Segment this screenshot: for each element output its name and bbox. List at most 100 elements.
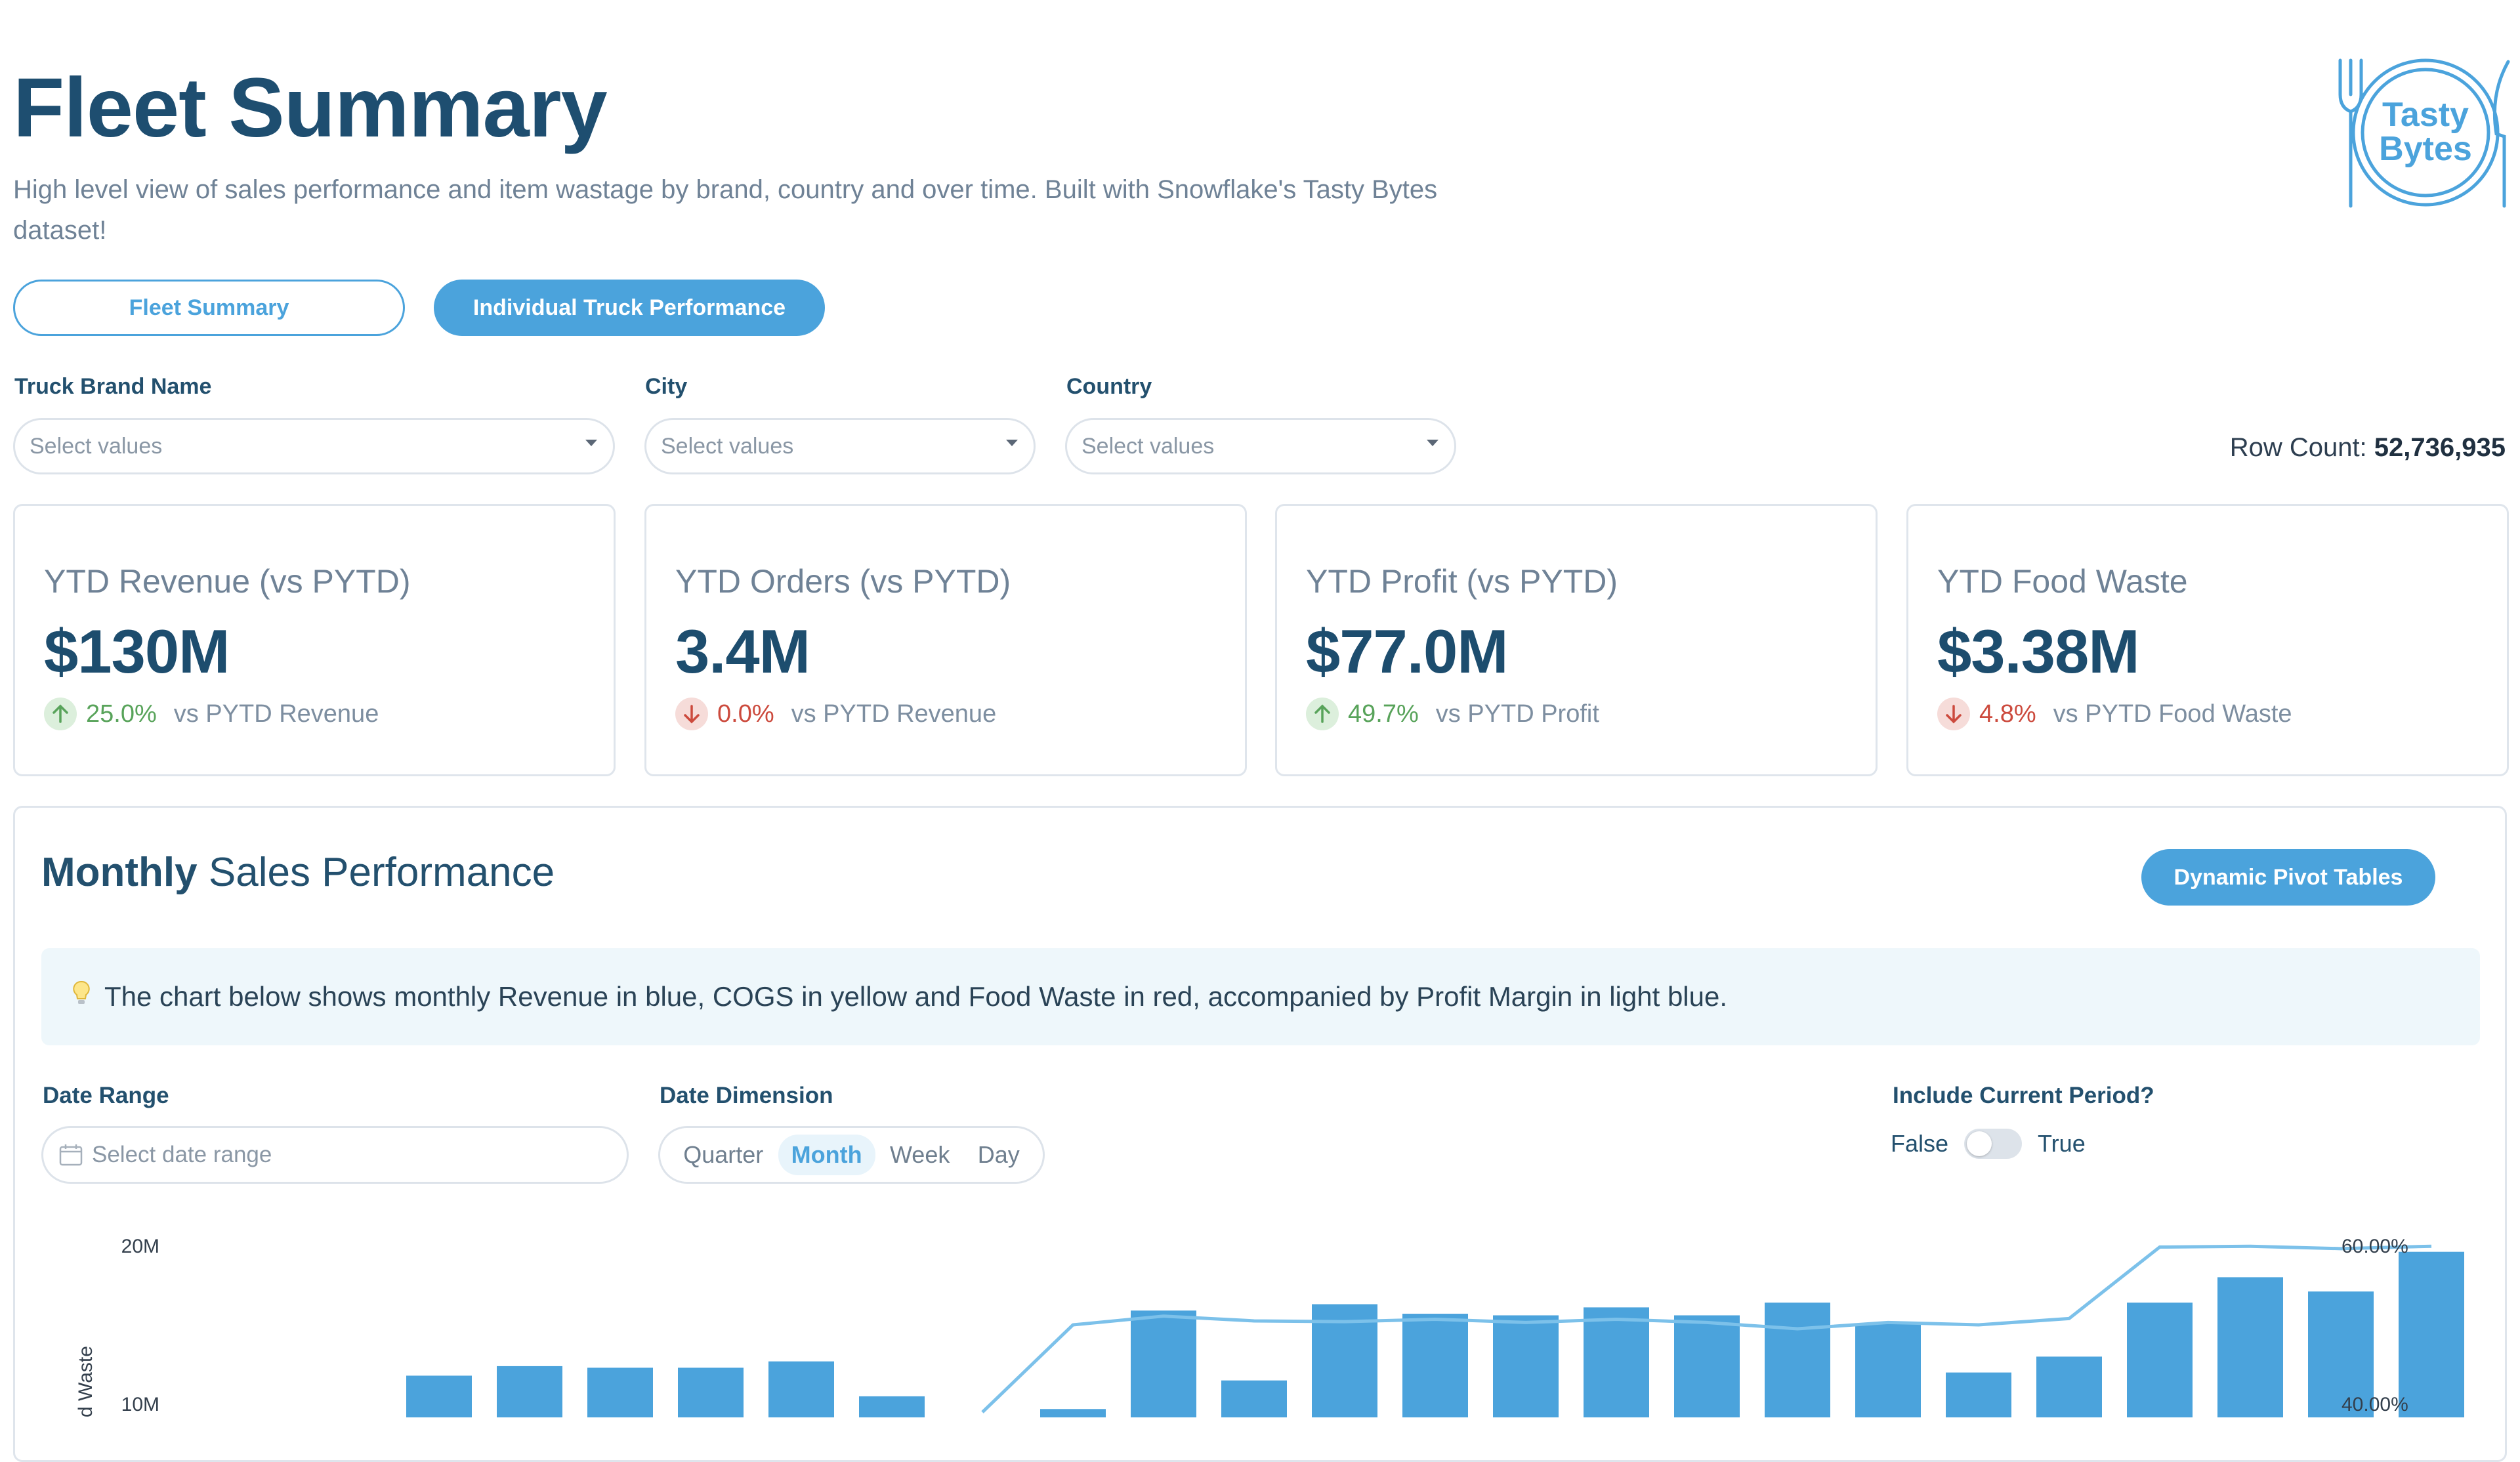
revenue-bar [2036, 1356, 2102, 1417]
kpi-label: YTD Food Waste [1937, 563, 2188, 600]
include-current-toggle[interactable] [1964, 1129, 2023, 1159]
kpi-card-food-waste: YTD Food Waste $3.38M 4.8% vs PYTD Food … [1906, 504, 2509, 776]
info-text: The chart below shows monthly Revenue in… [104, 981, 1728, 1012]
revenue-bar [1946, 1372, 2011, 1417]
revenue-bar [2308, 1291, 2374, 1417]
arrow-up-icon [44, 698, 77, 730]
kpi-delta-caption: vs PYTD Revenue [173, 700, 379, 728]
revenue-bar [1493, 1315, 1559, 1417]
kpi-card-profit: YTD Profit (vs PYTD) $77.0M 49.7% vs PYT… [1275, 504, 1878, 776]
info-callout: The chart below shows monthly Revenue in… [41, 948, 2480, 1045]
logo-text-line1: Tasty [2382, 96, 2469, 134]
city-label: City [645, 374, 688, 399]
y-left-tick: 10M [121, 1394, 159, 1415]
truck-brand-label: Truck Brand Name [14, 374, 212, 399]
individual-truck-performance-button[interactable]: Individual Truck Performance [434, 280, 825, 336]
revenue-bar [1221, 1380, 1287, 1417]
date-dimension-label: Date Dimension [660, 1083, 833, 1108]
segment-day[interactable]: Day [977, 1141, 1020, 1168]
lightbulb-icon [73, 980, 90, 1013]
kpi-delta: 0.0% vs PYTD Revenue [675, 698, 996, 730]
toggle-true-label: True [2038, 1130, 2086, 1157]
row-count-value: 52,736,935 [2374, 433, 2506, 462]
revenue-bar [1402, 1314, 1468, 1417]
chevron-down-icon [585, 440, 597, 446]
kpi-value: $77.0M [1306, 617, 1509, 686]
arrow-down-icon [1937, 698, 1970, 730]
include-current-label: Include Current Period? [1893, 1083, 2154, 1108]
date-range-input[interactable]: Select date range [41, 1126, 629, 1184]
kpi-card-orders: YTD Orders (vs PYTD) 3.4M 0.0% vs PYTD R… [644, 504, 1247, 776]
date-dimension-segmented: Quarter Month Week Day [658, 1126, 1045, 1184]
revenue-bar [587, 1368, 653, 1417]
section-title: Monthly Sales Performance [41, 849, 555, 896]
country-label: Country [1066, 374, 1152, 399]
revenue-bar [1584, 1307, 1649, 1417]
revenue-bar [406, 1375, 472, 1417]
truck-brand-select[interactable]: Select values [13, 418, 615, 474]
revenue-bar [678, 1368, 744, 1417]
kpi-label: YTD Profit (vs PYTD) [1306, 563, 1618, 600]
country-select[interactable]: Select values [1065, 418, 1456, 474]
include-current-toggle-row: False True [1891, 1129, 2086, 1159]
kpi-value: $3.38M [1937, 617, 2140, 686]
revenue-bar [859, 1396, 925, 1417]
revenue-bar [2399, 1251, 2464, 1417]
chevron-down-icon [1427, 440, 1438, 446]
city-placeholder: Select values [661, 433, 794, 459]
page-title: Fleet Summary [13, 61, 608, 155]
kpi-delta: 4.8% vs PYTD Food Waste [1937, 698, 2292, 730]
kpi-delta-value: 4.8% [1979, 700, 2036, 728]
truck-brand-placeholder: Select values [30, 433, 163, 459]
kpi-delta-caption: vs PYTD Food Waste [2053, 700, 2292, 728]
y-right-tick: 40.00% [2342, 1394, 2408, 1415]
kpi-label: YTD Orders (vs PYTD) [675, 563, 1011, 600]
y-left-tick: 20M [121, 1236, 159, 1257]
row-count: Row Count: 52,736,935 [2230, 433, 2506, 463]
y-right-tick: 60.00% [2342, 1236, 2408, 1257]
arrow-down-icon [675, 698, 708, 730]
profit-margin-line [981, 1244, 2432, 1413]
section-title-rest: Sales Performance [208, 850, 555, 895]
segment-week[interactable]: Week [889, 1141, 950, 1168]
city-select[interactable]: Select values [644, 418, 1036, 474]
date-range-label: Date Range [43, 1083, 169, 1108]
section-title-bold: Monthly [41, 850, 198, 895]
fleet-summary-button[interactable]: Fleet Summary [13, 280, 405, 336]
revenue-bar [1855, 1323, 1921, 1417]
monthly-sales-chart: 20M 10M 60.00% 40.00% d Waste [75, 1236, 2464, 1417]
revenue-bar [1131, 1310, 1196, 1417]
kpi-card-revenue: YTD Revenue (vs PYTD) $130M 25.0% vs PYT… [13, 504, 616, 776]
logo-text-line2: Bytes [2379, 130, 2472, 168]
toggle-knob [1967, 1131, 1992, 1156]
revenue-bar [2217, 1277, 2283, 1417]
kpi-label: YTD Revenue (vs PYTD) [44, 563, 411, 600]
kpi-delta-value: 49.7% [1348, 700, 1419, 728]
revenue-bar [497, 1366, 562, 1417]
date-range-placeholder: Select date range [92, 1142, 272, 1167]
revenue-bar [2127, 1303, 2193, 1417]
kpi-delta: 25.0% vs PYTD Revenue [44, 698, 379, 730]
kpi-delta-caption: vs PYTD Revenue [791, 700, 997, 728]
country-placeholder: Select values [1082, 433, 1215, 459]
kpi-delta: 49.7% vs PYTD Profit [1306, 698, 1599, 730]
tasty-bytes-logo: Tasty Bytes [2338, 58, 2510, 208]
kpi-delta-value: 0.0% [717, 700, 774, 728]
segment-quarter[interactable]: Quarter [683, 1141, 764, 1168]
calendar-icon [59, 1144, 83, 1166]
page-subtitle: High level view of sales performance and… [13, 175, 1438, 245]
revenue-bar [1040, 1409, 1106, 1417]
kpi-delta-caption: vs PYTD Profit [1435, 700, 1599, 728]
revenue-bar [1674, 1315, 1740, 1417]
kpi-delta-value: 25.0% [86, 700, 157, 728]
revenue-bar [1765, 1303, 1830, 1417]
segment-month[interactable]: Month [778, 1135, 875, 1175]
kpi-value: $130M [44, 617, 230, 686]
y-axis-label: d Waste [75, 1346, 96, 1417]
dynamic-pivot-tables-button[interactable]: Dynamic Pivot Tables [2141, 849, 2435, 906]
revenue-bar [768, 1361, 834, 1417]
chevron-down-icon [1006, 440, 1018, 446]
toggle-false-label: False [1891, 1130, 1949, 1157]
kpi-value: 3.4M [675, 617, 810, 686]
arrow-up-icon [1306, 698, 1339, 730]
